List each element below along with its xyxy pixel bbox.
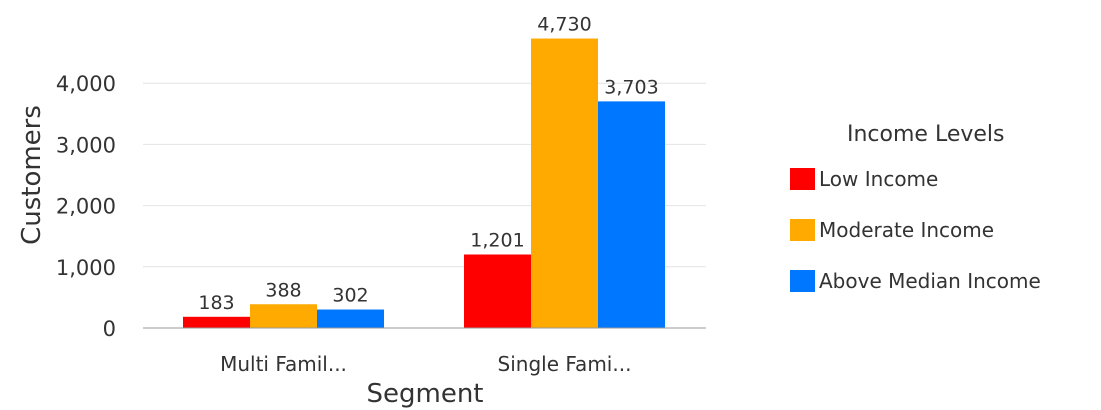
data-label: 183 [198,292,234,314]
data-label: 388 [265,279,301,301]
y-tick-label: 2,000 [56,195,116,219]
y-tick-label: 1,000 [56,256,116,280]
x-tick-label: Multi Famil... [220,352,347,376]
y-tick-labels: 0 1,000 2,000 3,000 4,000 [56,72,116,341]
y-tick-label: 3,000 [56,133,116,157]
legend-swatch [790,269,815,292]
data-label: 302 [332,285,368,307]
y-tick-label: 4,000 [56,72,116,96]
data-label: 1,201 [470,229,524,251]
x-tick-label: Single Fami... [498,352,632,376]
legend-label: Moderate Income [819,217,995,242]
bar[interactable] [317,309,384,328]
data-label: 3,703 [604,76,658,98]
bars: 183 388 302 1,201 4,730 3,703 [183,14,665,329]
legend: Income Levels Low Income Moderate Income… [790,122,1090,294]
y-tick-label: 0 [103,317,116,341]
legend-item-moderate-income[interactable]: Moderate Income [790,216,1090,243]
data-label: 4,730 [537,14,591,36]
legend-title: Income Levels [847,122,1005,147]
legend-swatch [790,167,815,190]
legend-label: Low Income [819,166,939,191]
legend-item-above-median-income[interactable]: Above Median Income [790,267,1090,294]
x-axis-label: Segment [367,379,484,409]
bar[interactable] [598,101,665,328]
bar[interactable] [183,316,250,328]
legend-swatch [790,218,815,241]
bar[interactable] [531,38,598,329]
y-axis-label: Customers [17,105,47,245]
bar[interactable] [250,304,317,328]
x-tick-labels: Multi Famil... Single Fami... [220,352,631,376]
bar[interactable] [464,254,531,328]
legend-label: Above Median Income [819,268,1041,293]
legend-item-low-income[interactable]: Low Income [790,165,1090,192]
